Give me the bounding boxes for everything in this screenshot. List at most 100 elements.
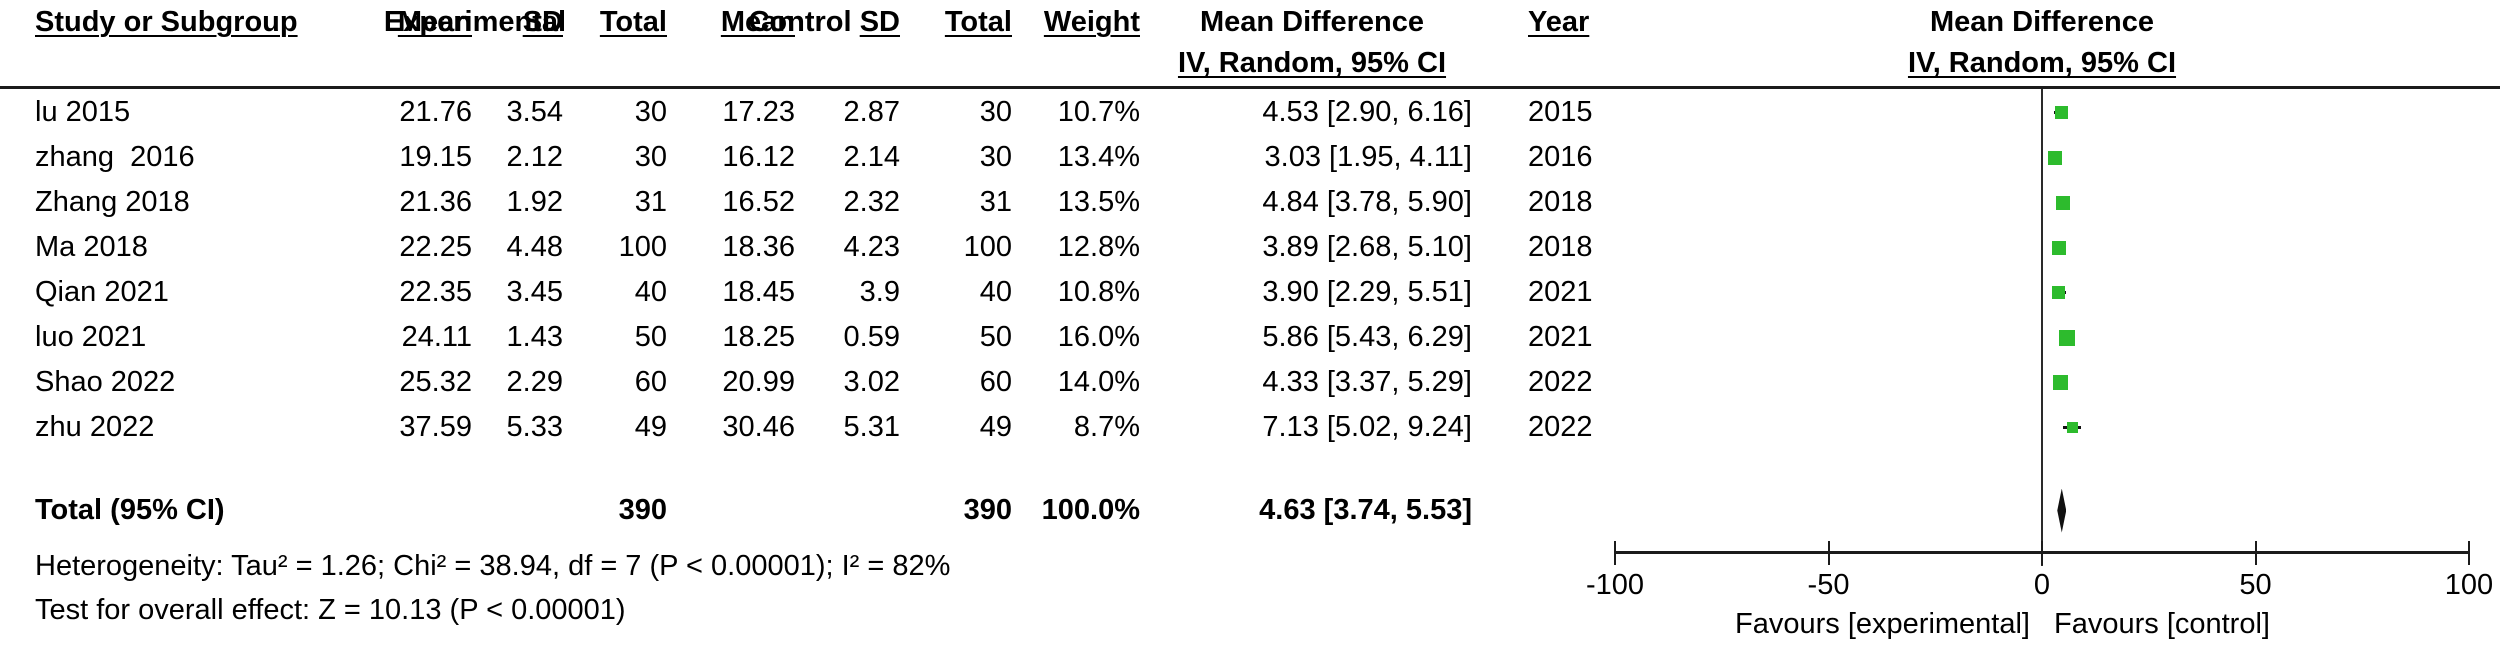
study-row: Qian 2021 22.35 3.45 40 18.45 3.9 40 10.… xyxy=(0,270,2500,315)
cell-sd-control: 2.87 xyxy=(843,96,900,128)
cell-total-control: 30 xyxy=(979,141,1012,173)
axis-tick xyxy=(2041,541,2043,565)
cell-total-control: 100 xyxy=(963,231,1012,263)
cell-md-ci: 4.84 [3.78, 5.90] xyxy=(1262,186,1472,218)
total-row: Total (95% CI) 390 390 100.0% 4.63 [3.74… xyxy=(0,488,2500,533)
col-header-weight: Weight xyxy=(1043,6,1140,38)
cell-year: 2022 xyxy=(1528,366,1593,398)
col-header-sd-control: SD xyxy=(859,6,900,38)
cell-total-experimental: 50 xyxy=(634,321,667,353)
cell-md-ci: 3.90 [2.29, 5.51] xyxy=(1262,276,1472,308)
cell-sd-control: 4.23 xyxy=(843,231,900,263)
cell-md-ci: 3.89 [2.68, 5.10] xyxy=(1262,231,1472,263)
cell-sd-control: 0.59 xyxy=(843,321,900,353)
cell-mean-experimental: 21.36 xyxy=(399,186,472,218)
group-header-mean-difference: Mean Difference xyxy=(1199,6,1424,38)
cell-sd-control: 3.02 xyxy=(843,366,900,398)
study-marker-square xyxy=(2052,286,2066,299)
axis-tick xyxy=(1827,541,1830,565)
cell-study-label: zhu 2022 xyxy=(35,411,155,443)
study-row: Zhang 2018 21.36 1.92 31 16.52 2.32 31 1… xyxy=(0,180,2500,225)
cell-mean-control: 18.36 xyxy=(722,231,795,263)
study-marker-square xyxy=(2052,375,2068,390)
axis-tick-label: -50 xyxy=(1807,569,1850,601)
cell-study-label: lu 2015 xyxy=(35,96,131,128)
cell-total-experimental: 100 xyxy=(618,231,667,263)
favours-control-label: Favours [control] xyxy=(2054,608,2270,640)
cell-mean-control: 18.25 xyxy=(722,321,795,353)
cell-total-control: 50 xyxy=(979,321,1012,353)
cell-total-experimental: 60 xyxy=(634,366,667,398)
cell-sd-control: 2.32 xyxy=(843,186,900,218)
study-row: Shao 2022 25.32 2.29 60 20.99 3.02 60 14… xyxy=(0,360,2500,405)
axis-tick-label: 100 xyxy=(2444,569,2494,601)
axis-tick xyxy=(1614,541,1616,565)
cell-sd-experimental: 5.33 xyxy=(506,411,563,443)
cell-total-control-sum: 390 xyxy=(963,494,1012,526)
cell-total-control: 49 xyxy=(979,411,1012,443)
cell-md-ci: 4.53 [2.90, 6.16] xyxy=(1262,96,1472,128)
study-marker-square xyxy=(2054,106,2068,119)
cell-mean-experimental: 19.15 xyxy=(399,141,472,173)
col-header-sd-experimental: SD xyxy=(522,6,563,38)
favours-experimental-label: Favours [experimental] xyxy=(1735,608,2030,640)
cell-total-control: 60 xyxy=(979,366,1012,398)
cell-sd-experimental: 3.54 xyxy=(506,96,563,128)
col-header-study: Study or Subgroup xyxy=(35,6,298,38)
col-header-year: Year xyxy=(1528,6,1590,38)
cell-md-ci: 3.03 [1.95, 4.11] xyxy=(1264,141,1472,173)
cell-mean-experimental: 37.59 xyxy=(399,411,472,443)
cell-total-experimental: 30 xyxy=(634,96,667,128)
cell-mean-experimental: 21.76 xyxy=(399,96,472,128)
cell-md-ci: 5.86 [5.43, 6.29] xyxy=(1262,321,1472,353)
cell-weight: 12.8% xyxy=(1057,231,1140,263)
cell-mean-experimental: 24.11 xyxy=(401,321,472,353)
cell-md-ci: 7.13 [5.02, 9.24] xyxy=(1262,411,1472,443)
cell-sd-control: 2.14 xyxy=(843,141,900,173)
group-header-control: Control xyxy=(748,6,852,38)
cell-year: 2022 xyxy=(1528,411,1593,443)
cell-mean-experimental: 22.35 xyxy=(399,276,472,308)
cell-sd-experimental: 1.43 xyxy=(506,321,563,353)
cell-weight: 16.0% xyxy=(1057,321,1140,353)
col-header-total-experimental: Total xyxy=(599,6,667,38)
cell-sd-experimental: 2.29 xyxy=(506,366,563,398)
cell-study-label: Ma 2018 xyxy=(35,231,148,263)
cell-mean-control: 18.45 xyxy=(722,276,795,308)
cell-sd-control: 3.9 xyxy=(859,276,900,308)
study-marker-square xyxy=(2055,195,2070,210)
study-marker-square xyxy=(2066,422,2078,433)
study-row: zhu 2022 37.59 5.33 49 30.46 5.31 49 8.7… xyxy=(0,405,2500,450)
cell-mean-experimental: 22.25 xyxy=(399,231,472,263)
study-row: luo 2021 24.11 1.43 50 18.25 0.59 50 16.… xyxy=(0,315,2500,360)
axis-tick-label: -100 xyxy=(1585,569,1645,601)
cell-study-label: luo 2021 xyxy=(35,321,147,353)
axis-tick xyxy=(2254,541,2257,565)
cell-mean-control: 17.23 xyxy=(722,96,795,128)
cell-total-control: 31 xyxy=(979,186,1012,218)
cell-total-control: 40 xyxy=(979,276,1012,308)
cell-weight: 13.4% xyxy=(1057,141,1140,173)
cell-year: 2018 xyxy=(1528,231,1593,263)
cell-sd-experimental: 1.92 xyxy=(506,186,563,218)
study-marker-square xyxy=(2047,150,2062,165)
study-marker-square xyxy=(2059,329,2076,346)
cell-study-label: Qian 2021 xyxy=(35,276,169,308)
study-row: zhang 2016 19.15 2.12 30 16.12 2.14 30 1… xyxy=(0,135,2500,180)
cell-mean-control: 16.12 xyxy=(722,141,795,173)
cell-study-label: Shao 2022 xyxy=(35,366,176,398)
cell-mean-control: 16.52 xyxy=(722,186,795,218)
plot-header-iv-random-ci: IV, Random, 95% CI xyxy=(1907,47,2177,79)
cell-total-experimental: 40 xyxy=(634,276,667,308)
cell-sd-experimental: 3.45 xyxy=(506,276,563,308)
cell-year: 2021 xyxy=(1528,321,1593,353)
heterogeneity-stats: Heterogeneity: Tau² = 1.26; Chi² = 38.94… xyxy=(35,550,951,582)
cell-mean-control: 30.46 xyxy=(722,411,795,443)
cell-total-weight: 100.0% xyxy=(1041,494,1140,526)
cell-total-experimental: 49 xyxy=(634,411,667,443)
col-header-mean-experimental: Mean xyxy=(397,6,472,38)
plot-header-mean-difference: Mean Difference xyxy=(1929,6,2154,38)
cell-weight: 10.7% xyxy=(1057,96,1140,128)
cell-total-experimental: 30 xyxy=(634,141,667,173)
